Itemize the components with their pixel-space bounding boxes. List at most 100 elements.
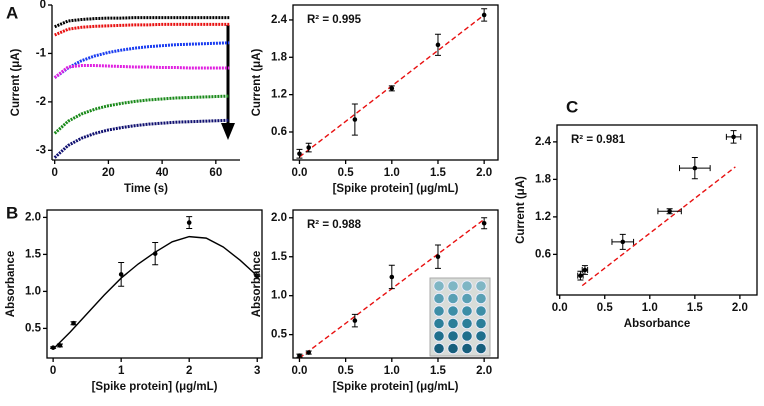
well bbox=[447, 280, 459, 292]
series-line bbox=[53, 94, 230, 135]
well bbox=[433, 317, 445, 330]
well bbox=[475, 292, 487, 305]
y-tick-label: 1.0 bbox=[271, 290, 287, 302]
x-tick-label: 2.0 bbox=[476, 167, 492, 179]
y-tick-label: 1.8 bbox=[271, 51, 288, 63]
x-tick-label: 0.5 bbox=[338, 365, 355, 377]
well bbox=[447, 317, 459, 330]
well bbox=[475, 280, 487, 292]
fit-line bbox=[581, 166, 736, 287]
point bbox=[620, 239, 626, 245]
x-axis-title: [Spike protein] (μg/mL) bbox=[333, 381, 459, 393]
x-tick-label: 60 bbox=[209, 167, 222, 179]
panel-label: A bbox=[6, 3, 18, 22]
y-axis-title: Absorbance bbox=[5, 251, 17, 317]
x-tick-label: 1.5 bbox=[430, 167, 447, 179]
point bbox=[352, 318, 358, 323]
point bbox=[306, 145, 311, 150]
x-tick-label: 1.5 bbox=[687, 302, 704, 314]
point bbox=[57, 343, 63, 348]
well bbox=[461, 305, 473, 317]
well bbox=[447, 342, 459, 355]
point bbox=[352, 117, 358, 122]
y-tick-label: 1.8 bbox=[535, 173, 552, 185]
well-plate-inset bbox=[429, 277, 491, 357]
y-tick-label: 0.5 bbox=[25, 322, 42, 334]
x-tick-label: 0.0 bbox=[291, 167, 307, 179]
x-tick-label: 1.5 bbox=[430, 365, 447, 377]
well bbox=[461, 342, 473, 355]
point bbox=[152, 251, 158, 256]
x-tick-label: 2.0 bbox=[476, 365, 492, 377]
x-tick-label: 2.0 bbox=[732, 302, 748, 314]
x-tick-label: 0 bbox=[50, 365, 56, 377]
well bbox=[461, 292, 473, 305]
point bbox=[71, 320, 76, 326]
y-tick-label: -3 bbox=[36, 144, 46, 156]
x-tick-label: 1.0 bbox=[384, 167, 400, 179]
y-tick-label: 1.5 bbox=[271, 251, 288, 263]
x-tick-label: 1.0 bbox=[642, 302, 658, 314]
x-axis-title: [Spike protein] (μg/mL) bbox=[333, 183, 459, 195]
y-tick-label: -2 bbox=[36, 96, 46, 108]
annotation: R² = 0.995 bbox=[307, 14, 362, 26]
x-tick-label: 2 bbox=[186, 365, 192, 377]
well bbox=[461, 317, 473, 330]
well bbox=[475, 305, 487, 317]
panel-label: C bbox=[566, 97, 578, 116]
x-tick-label: 3 bbox=[254, 365, 260, 377]
well bbox=[433, 292, 445, 305]
series-line bbox=[53, 64, 230, 79]
y-tick-label: 2.4 bbox=[271, 14, 288, 26]
point bbox=[582, 267, 588, 273]
series-line bbox=[53, 41, 230, 79]
point bbox=[667, 208, 672, 214]
plot-frame bbox=[556, 124, 758, 296]
y-axis-title: Absorbance bbox=[251, 251, 263, 317]
series-line bbox=[54, 22, 230, 37]
point bbox=[389, 274, 395, 280]
y-tick-label: 1.2 bbox=[535, 211, 551, 223]
y-tick-label: -1 bbox=[36, 47, 47, 59]
point bbox=[186, 220, 192, 225]
well bbox=[447, 330, 459, 342]
x-tick-label: 1 bbox=[118, 365, 125, 377]
point bbox=[297, 353, 302, 358]
point bbox=[297, 151, 302, 157]
plot-frame bbox=[46, 209, 263, 359]
well bbox=[461, 280, 473, 292]
y-tick-label: 0.6 bbox=[535, 248, 551, 260]
plot-frame bbox=[292, 4, 499, 161]
arrow-head bbox=[221, 123, 235, 140]
x-tick-label: 20 bbox=[102, 167, 115, 179]
annotation: R² = 0.981 bbox=[571, 134, 626, 146]
point bbox=[435, 42, 441, 48]
x-tick-label: 0.5 bbox=[338, 167, 355, 179]
point bbox=[481, 12, 487, 18]
point bbox=[731, 134, 736, 140]
y-tick-label: 2.0 bbox=[25, 211, 41, 223]
x-tick-label: 1.0 bbox=[384, 365, 400, 377]
point bbox=[692, 165, 698, 171]
panel-label: B bbox=[6, 203, 18, 222]
point bbox=[118, 272, 124, 277]
y-tick-label: 0.5 bbox=[271, 329, 288, 341]
x-tick-label: 0 bbox=[51, 167, 57, 179]
x-axis-title: [Spike protein] (μg/mL) bbox=[92, 381, 218, 393]
well bbox=[447, 305, 459, 317]
well bbox=[475, 317, 487, 330]
well bbox=[433, 305, 445, 317]
point bbox=[306, 350, 311, 355]
y-tick-label: 1.5 bbox=[25, 248, 42, 260]
y-tick-label: 2.0 bbox=[271, 212, 287, 224]
x-axis-title: Absorbance bbox=[624, 318, 690, 330]
series-line bbox=[53, 118, 230, 159]
point bbox=[389, 86, 395, 91]
y-axis-title: Current (μA) bbox=[515, 176, 527, 244]
x-tick-label: 0.0 bbox=[291, 365, 307, 377]
well bbox=[433, 342, 445, 355]
x-tick-label: 0.0 bbox=[552, 302, 568, 314]
y-tick-label: 1.2 bbox=[271, 89, 287, 101]
y-axis-title: Current (μA) bbox=[251, 48, 263, 116]
